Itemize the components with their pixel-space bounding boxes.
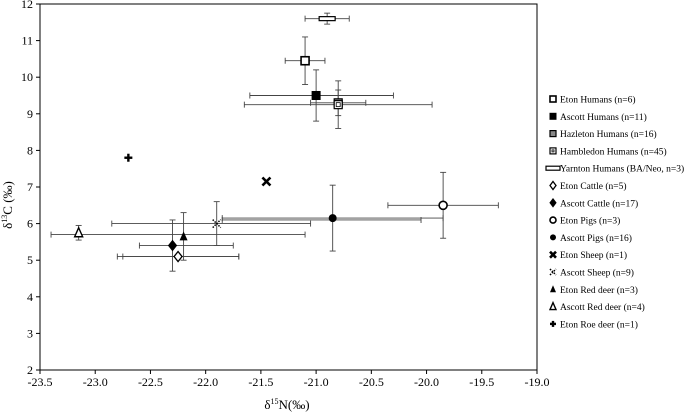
- legend-label: Yarnton Humans (BA/Neo, n=3): [560, 164, 684, 175]
- legend-item: Ascott Cattle (n=17): [549, 197, 638, 209]
- legend-item: Eton Cattle (n=5): [549, 180, 627, 192]
- legend-marker: [549, 268, 557, 276]
- y-tick-label: 4: [27, 290, 33, 304]
- legend-marker: [549, 130, 557, 138]
- axes: δ15N(‰) δ13C (‰) -23.5 -23.0 -22.5 -22.0 -21…: [0, 0, 550, 412]
- y-tick-label: 2: [27, 363, 33, 377]
- x-tick-label: -20.0: [414, 375, 439, 389]
- x-tick-label: -23.5: [28, 375, 53, 389]
- legend-marker: [549, 216, 557, 224]
- legend-label: Ascott Pigs (n=16): [560, 233, 632, 244]
- data-point: [318, 16, 336, 22]
- legend-label: Ascott Red deer (n=4): [560, 302, 645, 313]
- plot-frame: [39, 3, 538, 371]
- plot-area: [50, 12, 499, 272]
- legend-label: Eton Red deer (n=3): [560, 285, 638, 296]
- legend-label: Ascott Cattle (n=17): [560, 198, 638, 209]
- data-point: [311, 91, 321, 100]
- legend-label: Eton Humans (n=6): [560, 95, 636, 106]
- legend-marker: [549, 180, 557, 191]
- legend: Eton Humans (n=6) Ascott Humans (n=11) Haz…: [545, 95, 684, 330]
- legend-marker: [549, 197, 557, 208]
- x-tick-label: -19.5: [469, 375, 494, 389]
- legend-marker-b: [549, 250, 557, 259]
- legend-item: Eton Humans (n=6): [549, 95, 636, 106]
- y-tick-label: 11: [21, 34, 33, 48]
- data-point: [438, 200, 448, 211]
- data-point: [167, 239, 178, 252]
- y-tick-label: 10: [21, 70, 33, 84]
- legend-item: Eton Sheep (n=1): [549, 250, 627, 261]
- legend-marker: [549, 147, 557, 155]
- y-tick-label: 5: [27, 253, 33, 267]
- legend-item: Hazleton Humans (n=16): [549, 129, 657, 140]
- legend-item: Ascott Red deer (n=4): [548, 300, 645, 313]
- legend-item: Ascott Humans (n=11): [549, 112, 647, 123]
- data-point: [179, 231, 188, 241]
- legend-marker: [550, 285, 556, 293]
- x-tick-label: -22.5: [138, 375, 163, 389]
- y-axis-label: δ13C (‰): [0, 181, 15, 229]
- y-tick-label: 3: [27, 326, 33, 340]
- x-tick-label: -23.0: [83, 375, 108, 389]
- data-point-b: [212, 219, 222, 229]
- data-point: [328, 214, 337, 223]
- legend-marker: [550, 234, 556, 241]
- data-point-b: [261, 176, 272, 187]
- legend-item: Yarnton Humans (BA/Neo, n=3): [545, 164, 684, 175]
- data-point: [300, 55, 310, 66]
- legend-label: Eton Cattle (n=5): [560, 181, 627, 192]
- legend-item: Eton Pigs (n=3): [549, 216, 620, 227]
- data-point-inner: [335, 102, 341, 108]
- legend-label: Eton Sheep (n=1): [560, 250, 627, 261]
- legend-label: Ascott Humans (n=11): [560, 112, 647, 123]
- legend-marker-inner: [551, 149, 555, 153]
- y-tick-label: 9: [27, 107, 33, 121]
- legend-label: Hazleton Humans (n=16): [560, 129, 657, 140]
- x-tick-label: -20.5: [359, 375, 384, 389]
- y-tick-label: 12: [21, 0, 33, 11]
- x-tick-label: -21.5: [248, 375, 273, 389]
- legend-item: Eton Red deer (n=3): [550, 285, 638, 296]
- legend-marker: [549, 112, 557, 120]
- legend-item: Ascott Pigs (n=16): [550, 233, 632, 244]
- legend-item: Ascott Sheep (n=9): [549, 268, 634, 279]
- legend-item: Hambledon Humans (n=45): [549, 146, 667, 157]
- data-point: [73, 226, 84, 238]
- legend-label: Hambledon Humans (n=45): [560, 146, 667, 157]
- x-tick-label: -21.0: [304, 375, 329, 389]
- data-point: [333, 100, 343, 110]
- legend-label: Eton Pigs (n=3): [560, 216, 620, 227]
- legend-marker: [545, 165, 561, 171]
- y-tick-label: 6: [27, 217, 33, 231]
- legend-marker: [548, 300, 558, 311]
- legend-marker: [549, 95, 557, 103]
- y-tick-label: 7: [27, 180, 33, 194]
- legend-marker-b: [549, 268, 557, 276]
- x-tick-label: -22.0: [193, 375, 218, 389]
- legend-label: Ascott Sheep (n=9): [560, 268, 634, 279]
- legend-item: Eton Roe deer (n=1): [550, 319, 638, 330]
- y-tick-label: 8: [27, 143, 33, 157]
- data-point: [173, 250, 183, 263]
- legend-label: Eton Roe deer (n=1): [560, 319, 638, 330]
- x-tick-label: -19.0: [525, 375, 550, 389]
- x-axis-label: δ15N(‰): [264, 397, 309, 412]
